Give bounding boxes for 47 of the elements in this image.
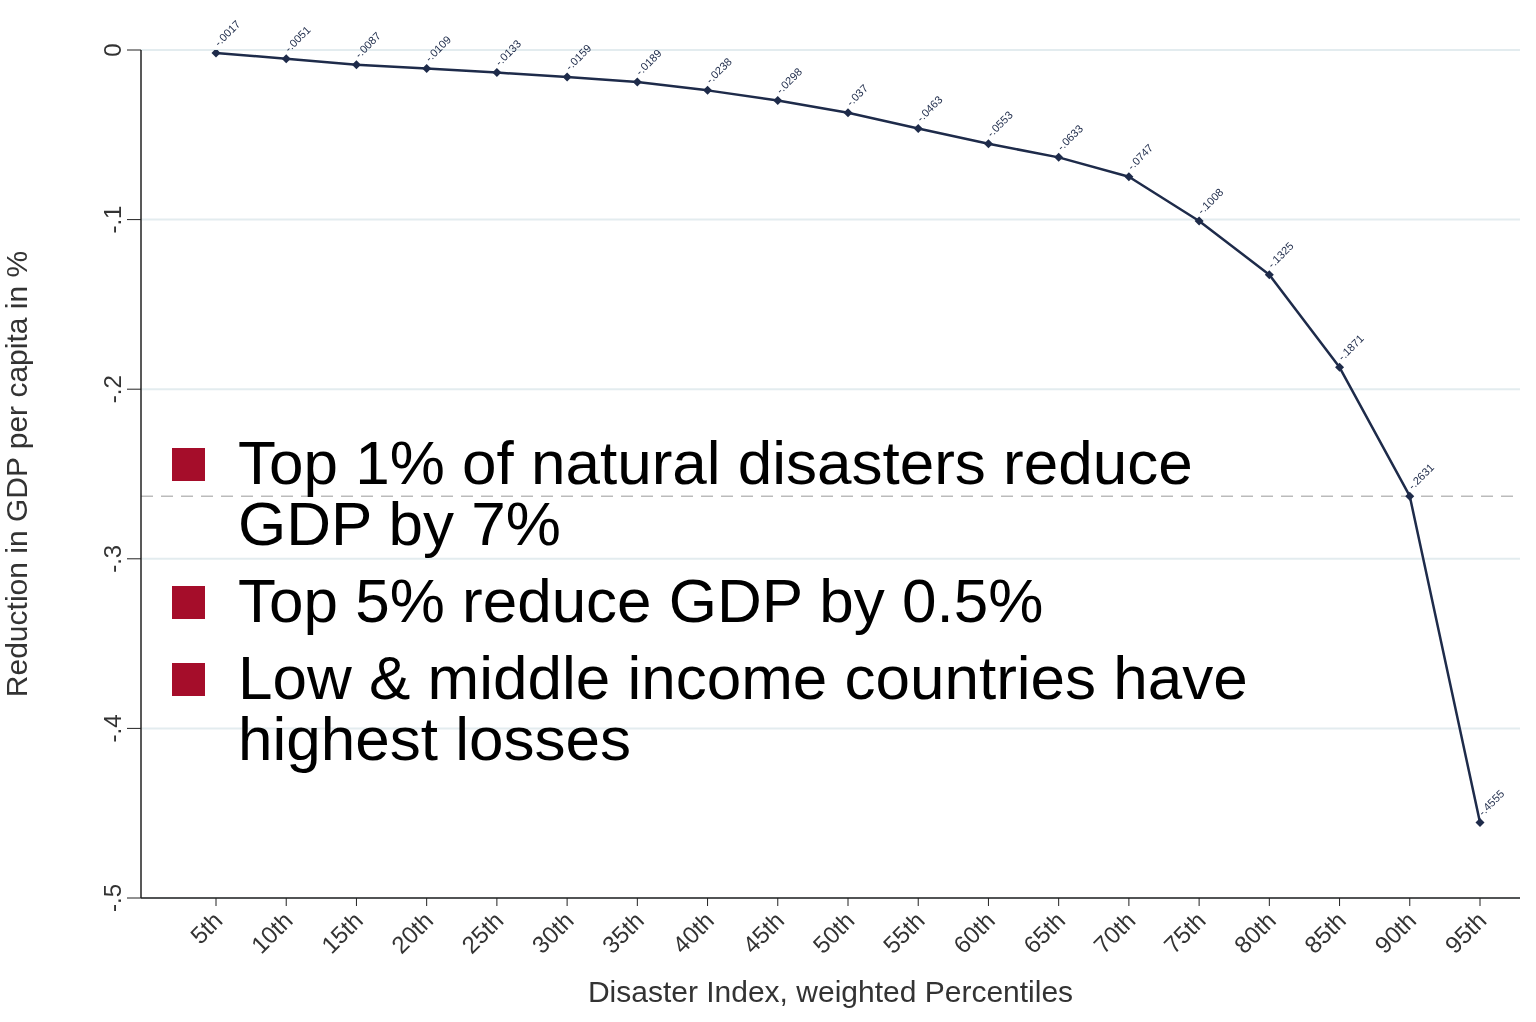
point: [492, 68, 502, 78]
point: [843, 108, 853, 118]
x-tick-label: 20th: [386, 906, 439, 959]
x-tick-label: 50th: [807, 906, 860, 959]
x-tick-label: 85th: [1298, 906, 1352, 959]
point: [1475, 818, 1485, 828]
point: [1405, 491, 1415, 501]
x-tick-label: 25th: [456, 906, 509, 959]
y-axis-title: Reduction in GDP per capita in %: [0, 250, 33, 698]
x-tick-label: 75th: [1158, 906, 1211, 959]
x-axis-title: Disaster Index, weighted Percentiles: [587, 975, 1074, 1008]
x-tick-label: 40th: [666, 906, 720, 959]
point: [211, 50, 221, 58]
x-tick-label: 35th: [596, 906, 649, 959]
x-tick-label: 45th: [737, 906, 790, 959]
point: [983, 139, 993, 149]
x-tick-label: 55th: [877, 906, 930, 959]
point: [562, 72, 572, 82]
point: [422, 63, 432, 73]
y-tick-label: 0: [99, 43, 126, 57]
point: [1194, 216, 1204, 226]
annotation: Top 5% reduce GDP by 0.5%: [238, 566, 1044, 635]
point: [281, 54, 291, 64]
point: [913, 124, 923, 134]
point: [703, 85, 713, 95]
y-tick-label: -.5: [99, 883, 126, 913]
x-tick-label: 15th: [315, 906, 368, 959]
x-tick-label: 5th: [184, 906, 228, 950]
x-tick-label: 30th: [526, 906, 579, 959]
x-tick-label: 65th: [1018, 906, 1071, 959]
point: [1124, 172, 1134, 182]
point: [1335, 362, 1345, 372]
x-tick-label: 90th: [1369, 906, 1422, 959]
annotation: Low & middle income countries have highest losses: [238, 643, 1248, 773]
point: [773, 96, 783, 106]
x-tick-label: 70th: [1088, 906, 1141, 959]
x-tick-label: 95th: [1439, 906, 1492, 959]
y-tick-label: -.2: [99, 375, 126, 404]
y-tick-label: -.3: [99, 544, 126, 573]
point: [351, 60, 361, 70]
x-tick-label: 80th: [1228, 906, 1281, 959]
point: [1264, 270, 1274, 280]
x-tick-label: 60th: [947, 906, 1000, 959]
annotation: Top 1% of natural disasters reduce GDP by 7%: [238, 428, 1193, 558]
x-tick-label: 10th: [245, 906, 298, 959]
y-tick-label: -.4: [99, 714, 126, 743]
y-tick-label: -.1: [99, 205, 126, 234]
